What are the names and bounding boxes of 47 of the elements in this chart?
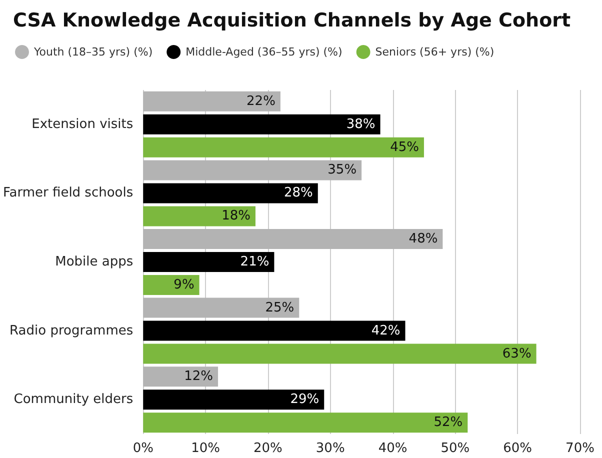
x-tick-label: 10% — [191, 441, 220, 456]
data-label: 63% — [502, 346, 532, 362]
data-label: 42% — [371, 323, 400, 338]
data-label: 22% — [246, 94, 276, 109]
bar — [143, 366, 218, 387]
bar — [143, 390, 324, 410]
legend-label: Youth (18–35 yrs) (%) — [33, 46, 153, 58]
bar — [143, 298, 300, 318]
legend-label: Seniors (56+ yrs) (%) — [375, 46, 494, 58]
x-tick-label: 20% — [254, 441, 282, 456]
chart-title: CSA Knowledge Acquisition Channels by Age Cohort — [13, 10, 571, 32]
bar — [143, 229, 443, 249]
x-tick-label: 70% — [566, 441, 594, 456]
bar — [143, 160, 362, 180]
data-label: 45% — [390, 140, 419, 155]
bar — [143, 252, 274, 272]
bar — [143, 412, 468, 433]
bar — [143, 206, 256, 226]
y-tick-label: Community elders — [14, 392, 134, 408]
bar — [143, 137, 424, 158]
data-label: 18% — [222, 208, 250, 224]
data-label: 12% — [184, 369, 214, 384]
data-label: 25% — [265, 300, 294, 316]
data-label: 21% — [240, 254, 270, 270]
y-tick-label: Mobile apps — [55, 254, 134, 270]
bar — [143, 183, 318, 204]
data-label: 29% — [290, 392, 320, 408]
x-tick-label: 60% — [503, 441, 532, 456]
bar — [143, 114, 380, 134]
data-label: 28% — [284, 186, 313, 201]
x-tick-label: 30% — [316, 441, 345, 456]
data-label: 52% — [434, 415, 463, 430]
y-tick-label: Extension visits — [32, 116, 134, 132]
legend-label: Middle-Aged (36–55 yrs) (%) — [186, 46, 342, 58]
x-tick-label: 40% — [378, 441, 408, 456]
x-tick-label: 0% — [132, 441, 154, 456]
data-label: 9% — [174, 278, 194, 292]
y-tick-label: Radio programmes — [10, 323, 134, 338]
bar — [143, 344, 536, 364]
data-label: 38% — [346, 116, 376, 132]
data-label: 48% — [408, 232, 438, 246]
data-label: 35% — [328, 162, 357, 178]
bar — [143, 275, 200, 295]
x-tick-label: 50% — [440, 441, 470, 456]
bar — [143, 91, 280, 112]
y-tick-label: Farmer field schools — [3, 186, 134, 201]
bar — [143, 320, 406, 341]
